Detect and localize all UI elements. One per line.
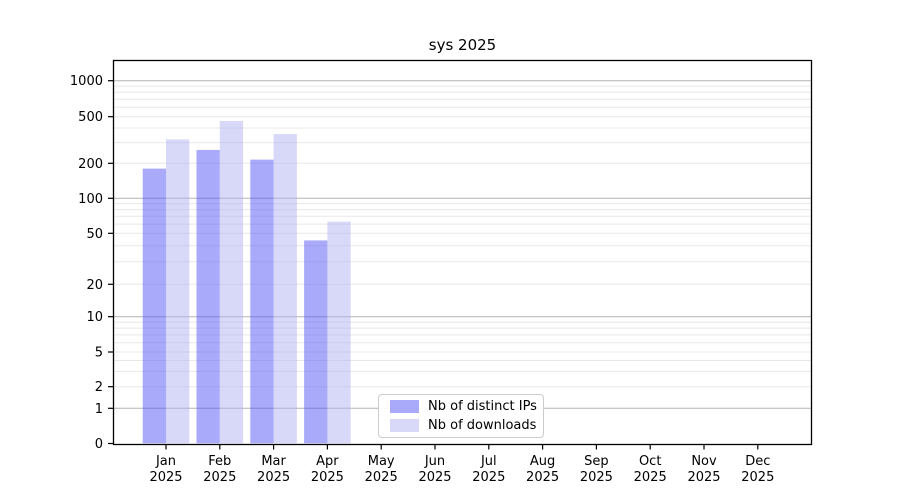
x-tick-label-year: 2025: [365, 470, 398, 485]
y-tick-label: 200: [78, 157, 103, 172]
y-tick-label: 500: [78, 110, 103, 125]
x-tick-label-year: 2025: [741, 470, 774, 485]
legend-swatch-distinct-ips: [390, 400, 419, 413]
legend-entry-downloads: Nb of downloads: [390, 418, 537, 433]
legend-label-distinct-ips: Nb of distinct IPs: [428, 399, 537, 414]
bar-downloads: [273, 134, 297, 444]
y-tick-label: 10: [86, 310, 103, 325]
y-tick-label: 1000: [70, 74, 103, 89]
x-tick-label-year: 2025: [634, 470, 667, 485]
y-tick-label: 1: [95, 402, 103, 417]
bar-distinct-ips: [142, 168, 166, 444]
legend: Nb of distinct IPs Nb of downloads: [378, 394, 544, 438]
x-tick-label-month: Apr: [316, 454, 339, 469]
x-tick-label-month: Feb: [208, 454, 231, 469]
y-tick-label: 50: [86, 227, 103, 242]
x-tick-label-month: Sep: [584, 454, 609, 469]
y-tick-label: 100: [78, 192, 103, 207]
x-tick-label-year: 2025: [580, 470, 613, 485]
y-tick-label: 2: [95, 380, 103, 395]
bar-downloads: [166, 139, 190, 444]
x-tick-label-year: 2025: [257, 470, 290, 485]
x-tick-label-month: May: [368, 454, 395, 469]
x-tick-label-month: Oct: [639, 454, 661, 469]
y-tick-label: 20: [86, 278, 103, 293]
bar-distinct-ips: [250, 159, 274, 444]
chart-title: sys 2025: [428, 36, 497, 54]
y-tick-label: 0: [95, 437, 103, 452]
bar-downloads: [327, 221, 351, 444]
x-tick-label-year: 2025: [418, 470, 451, 485]
x-tick-label-year: 2025: [526, 470, 559, 485]
x-tick-label-month: Aug: [530, 454, 555, 469]
x-tick-label-year: 2025: [203, 470, 236, 485]
bar-distinct-ips: [304, 240, 328, 444]
x-tick-label-month: Jul: [480, 454, 497, 469]
bar-distinct-ips: [196, 149, 220, 444]
legend-label-downloads: Nb of downloads: [428, 418, 537, 433]
plot-border: [112, 59, 813, 446]
x-tick-label-year: 2025: [687, 470, 720, 485]
x-tick-label-month: Jun: [424, 454, 445, 469]
bar-downloads: [219, 120, 244, 444]
x-tick-label-month: Nov: [691, 454, 717, 469]
x-tick-label-month: Jan: [155, 454, 176, 469]
x-tick-label-year: 2025: [149, 470, 182, 485]
x-tick-label-month: Dec: [745, 454, 770, 469]
x-tick-label-year: 2025: [472, 470, 505, 485]
x-tick-label-month: Mar: [261, 454, 286, 469]
legend-entry-distinct-ips: Nb of distinct IPs: [390, 399, 537, 414]
y-tick-label: 5: [95, 346, 103, 361]
legend-swatch-downloads: [390, 419, 419, 432]
x-tick-label-year: 2025: [311, 470, 344, 485]
